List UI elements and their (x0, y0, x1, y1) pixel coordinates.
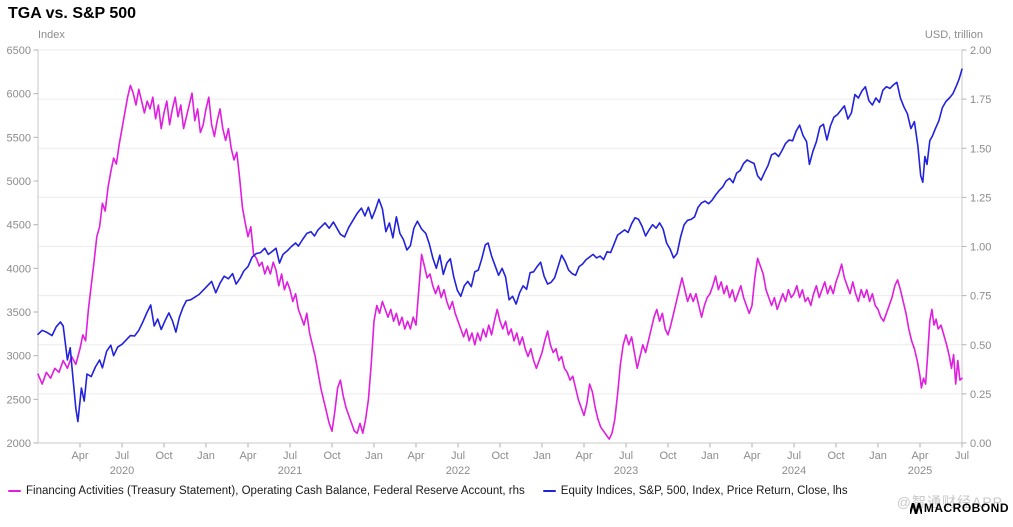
left-axis-tick-label: 3000 (7, 351, 31, 363)
right-axis-tick-label: 0.25 (970, 389, 991, 401)
legend: Financing Activities (Treasury Statement… (8, 485, 848, 497)
x-axis-month-label: Jan (365, 450, 383, 462)
left-axis-tick-label: 4000 (7, 263, 31, 275)
chart-title: TGA vs. S&P 500 (8, 5, 137, 22)
x-axis-month-label: Jul (619, 450, 633, 462)
left-axis-tick-label: 3500 (7, 307, 31, 319)
left-axis-tick-label: 2000 (7, 438, 31, 450)
x-axis-year-label: 2021 (278, 465, 302, 477)
x-axis-month-label: Jul (115, 450, 129, 462)
tga-legend-marker-icon (8, 489, 21, 493)
x-axis-year-label: 2025 (908, 465, 932, 477)
x-axis-month-label: Jan (701, 450, 719, 462)
x-axis-year-label: 2022 (446, 465, 470, 477)
x-axis-month-label: Apr (911, 450, 928, 462)
sp500-legend-marker-icon (542, 489, 556, 493)
right-axis-tick-label: 1.00 (970, 242, 991, 254)
right-axis-tick-label: 1.50 (970, 143, 991, 155)
x-axis-month-label: Oct (155, 450, 172, 462)
x-axis-month-label: Oct (323, 450, 340, 462)
left-axis-tick-label: 4500 (7, 220, 31, 232)
tga-line (37, 84, 963, 440)
left-axis-tick-label: 5500 (7, 132, 31, 144)
left-axis-unit-label: Index (38, 29, 65, 41)
left-axis-tick-label: 6000 (7, 89, 31, 101)
x-axis-month-label: Oct (659, 450, 676, 462)
x-axis-month-label: Apr (407, 450, 424, 462)
right-axis-tick-label: 1.25 (970, 192, 991, 204)
legend-item-sp500: Equity Indices, S&P, 500, Index, Price R… (542, 485, 848, 497)
x-axis-month-label: Apr (71, 450, 88, 462)
left-axis-tick-label: 5000 (7, 176, 31, 188)
x-axis-month-label: Jul (787, 450, 801, 462)
x-axis-month-label: Jul (283, 450, 297, 462)
x-axis-month-label: Jan (533, 450, 551, 462)
macrobond-logo-text: MACROBOND (923, 501, 1009, 515)
macrobond-logo: MACROBOND (909, 501, 1009, 515)
right-axis-tick-label: 0.75 (970, 291, 991, 303)
x-axis-month-label: Apr (743, 450, 760, 462)
sp500-legend-label: Equity Indices, S&P, 500, Index, Price R… (560, 485, 848, 497)
x-axis-month-label: Apr (239, 450, 256, 462)
right-axis-tick-label: 1.75 (970, 94, 991, 106)
x-axis-month-label: Jul (451, 450, 465, 462)
x-axis-month-label: Oct (491, 450, 508, 462)
legend-item-tga: Financing Activities (Treasury Statement… (8, 485, 525, 497)
x-axis-year-label: 2023 (614, 465, 638, 477)
x-axis-month-label: Apr (575, 450, 592, 462)
x-axis-year-label: 2020 (110, 465, 134, 477)
watermark-text: @智通财经APP (896, 494, 1003, 510)
x-axis-month-label: Jan (869, 450, 887, 462)
macrobond-mark-icon (909, 502, 922, 514)
left-axis-tick-label: 2500 (7, 394, 31, 406)
right-axis-unit-label: USD, trillion (924, 29, 983, 41)
tga-legend-label: Financing Activities (Treasury Statement… (26, 485, 525, 497)
left-axis-tick-label: 6500 (7, 45, 31, 57)
right-axis-tick-label: 0.00 (970, 438, 991, 450)
sp500-line (37, 68, 963, 423)
x-axis-month-label: Jan (197, 450, 215, 462)
x-axis-month-label: Jul (955, 450, 969, 462)
x-axis-month-label: Oct (827, 450, 844, 462)
right-axis-tick-label: 2.00 (970, 45, 991, 57)
x-axis-year-label: 2024 (782, 465, 806, 477)
right-axis-tick-label: 0.50 (970, 340, 991, 352)
